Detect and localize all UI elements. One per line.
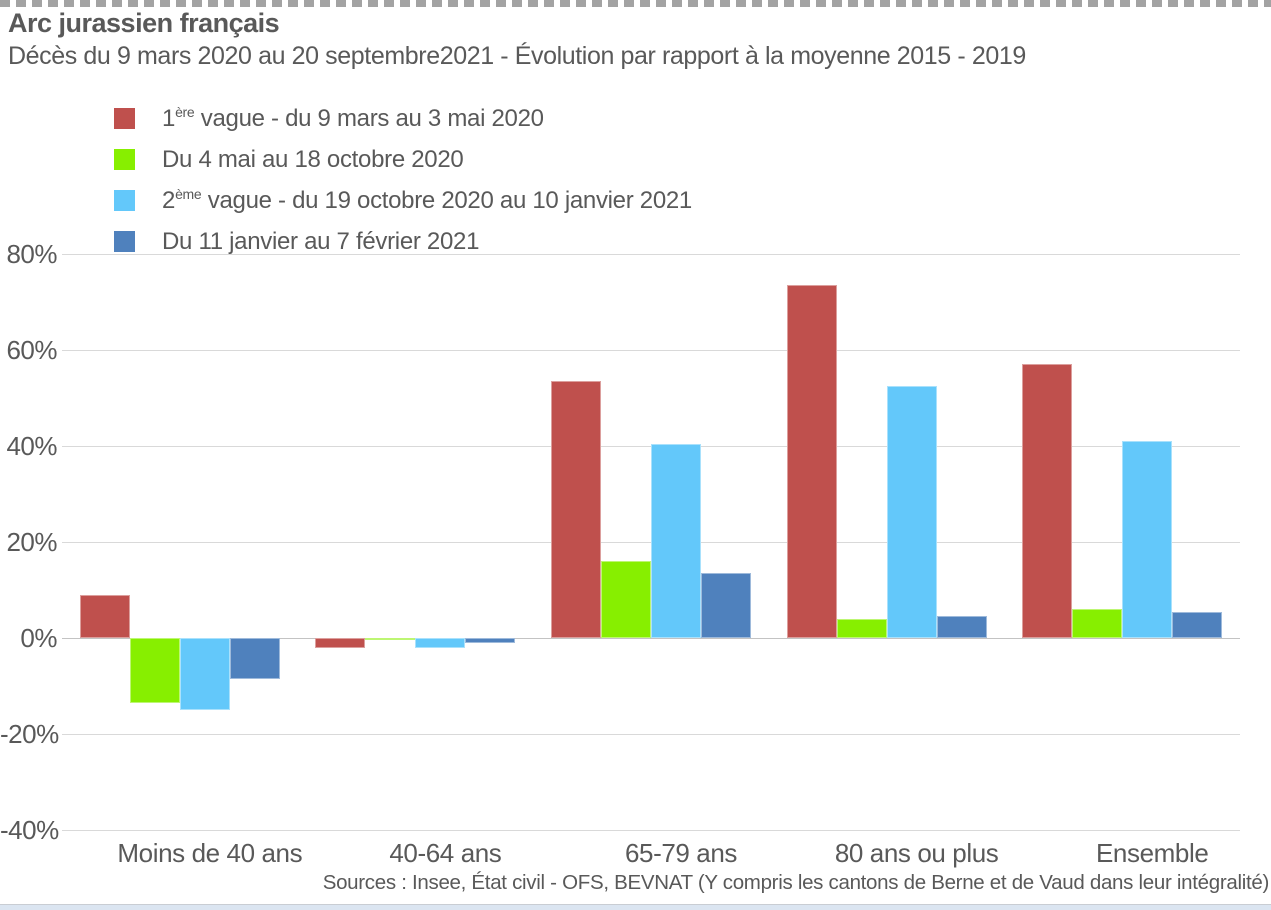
bar-series4-ensemble — [1172, 611, 1223, 638]
x-axis-category-label: Ensemble — [1095, 838, 1209, 868]
bar-series3-40-64-ans — [415, 638, 466, 648]
bar-series1-65-79-ans — [551, 381, 601, 638]
x-axis-category-label: 80 ans ou plus — [834, 838, 999, 868]
bar-series1-40-64-ans — [315, 638, 366, 648]
legend-item-4: Du 11 janvier au 7 février 2021 — [114, 221, 692, 262]
legend-swatch — [114, 231, 135, 252]
x-axis: Moins de 40 ans 40-64 ans 65-79 ans 80 ans … — [0, 838, 1271, 872]
bar-series2-80-ans-ou-plus — [836, 618, 887, 638]
legend: 1ère vague - du 9 mars au 3 mai 2020 Du 4… — [114, 98, 692, 262]
bar-series1-80-ans-ou-plus — [786, 285, 837, 638]
y-axis-tick-label: 0% — [20, 623, 57, 653]
gridline — [62, 830, 1240, 831]
bar-series2-40-64-ans — [365, 638, 416, 641]
bottom-edge-strip — [0, 904, 1271, 910]
legend-label: 2ème vague - du 19 octobre 2020 au 10 ja… — [162, 185, 692, 214]
bar-series4-moins-de-40-ans — [229, 638, 280, 679]
bar-series3-ensemble — [1122, 441, 1173, 638]
bar-series1-ensemble — [1022, 364, 1073, 638]
gridline — [62, 254, 1240, 255]
zero-gridline — [62, 638, 1240, 639]
gridline — [62, 350, 1240, 351]
x-axis-category-label: Moins de 40 ans — [117, 838, 303, 868]
y-axis-tick-label: 60% — [6, 335, 57, 365]
chart-title: Arc jurassien français — [8, 8, 280, 38]
selection-dashed-border — [0, 0, 1271, 7]
x-axis-category-label: 40-64 ans — [389, 838, 502, 868]
y-axis-tick-label: -20% — [0, 719, 59, 749]
x-axis-category-label: 65-79 ans — [624, 838, 738, 868]
y-axis-tick-label: 80% — [6, 239, 57, 269]
legend-label: Du 4 mai au 18 octobre 2020 — [162, 145, 464, 173]
legend-swatch — [114, 149, 135, 170]
legend-item-1: 1ère vague - du 9 mars au 3 mai 2020 — [114, 98, 692, 139]
bar-series3-moins-de-40-ans — [179, 638, 230, 710]
bar-series4-40-64-ans — [465, 638, 516, 643]
y-axis: 80% 60% 40% 20% 0% -20% -40% — [0, 239, 59, 845]
source-caption: Sources : Insee, État civil - OFS, BEVNA… — [322, 871, 1270, 894]
y-axis-tick-label: -40% — [0, 815, 59, 845]
bar-series2-ensemble — [1072, 609, 1123, 638]
legend-label: 1ère vague - du 9 mars au 3 mai 2020 — [162, 103, 544, 132]
gridline — [62, 734, 1240, 735]
y-axis-tick-label: 40% — [6, 431, 57, 461]
chart-subtitle: Décès du 9 mars 2020 au 20 septembre2021… — [8, 42, 1026, 70]
bar-series3-65-79-ans — [651, 443, 701, 638]
legend-swatch — [114, 108, 135, 129]
bar-series4-80-ans-ou-plus — [936, 616, 987, 638]
legend-item-3: 2ème vague - du 19 octobre 2020 au 10 ja… — [114, 180, 692, 221]
legend-swatch — [114, 190, 135, 211]
plot-area — [62, 254, 1240, 831]
bar-series1-moins-de-40-ans — [79, 594, 130, 638]
bar-series2-65-79-ans — [601, 561, 651, 638]
bar-series2-moins-de-40-ans — [129, 638, 180, 703]
bar-series3-80-ans-ou-plus — [886, 386, 937, 638]
legend-item-2: Du 4 mai au 18 octobre 2020 — [114, 139, 692, 180]
bar-series4-65-79-ans — [701, 573, 751, 638]
y-axis-tick-label: 20% — [6, 527, 57, 557]
legend-label: Du 11 janvier au 7 février 2021 — [162, 227, 480, 255]
